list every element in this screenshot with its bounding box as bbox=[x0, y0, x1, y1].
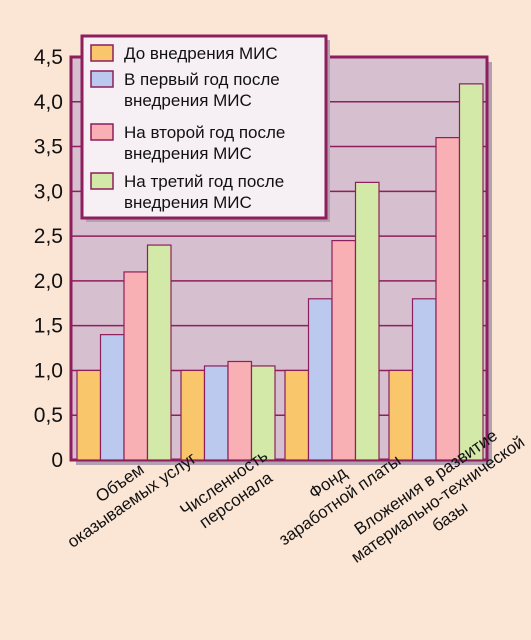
y-tick-label: 0,5 bbox=[34, 404, 63, 427]
bar-series-2 bbox=[99, 334, 125, 461]
bar-series-1 bbox=[284, 369, 310, 461]
y-tick-label: 4,5 bbox=[34, 46, 63, 69]
legend-label-line: внедрения МИС bbox=[124, 193, 252, 212]
bar-series-1 bbox=[180, 369, 206, 461]
y-tick-label: 3,0 bbox=[34, 180, 63, 203]
legend-label: На второй год после внедрения МИС bbox=[124, 123, 285, 163]
legend-swatch bbox=[90, 44, 114, 62]
legend-swatch bbox=[90, 123, 114, 141]
y-tick-label: 2,5 bbox=[34, 225, 63, 248]
legend-swatch bbox=[90, 70, 114, 88]
legend-label-line: До внедрения МИС bbox=[124, 44, 278, 63]
legend-label-line: внедрения МИС bbox=[124, 91, 252, 110]
bar-series-3 bbox=[123, 271, 149, 461]
y-tick-label: 4,0 bbox=[34, 91, 63, 114]
legend-box bbox=[80, 34, 328, 220]
bar-series-4 bbox=[354, 181, 380, 461]
bar-series-2 bbox=[411, 298, 437, 461]
bar-series-4 bbox=[458, 83, 484, 461]
legend-label: На третий год после внедрения МИС bbox=[124, 172, 284, 212]
legend-label: В первый год после внедрения МИС bbox=[124, 70, 280, 110]
y-tick-label: 3,5 bbox=[34, 136, 63, 159]
bar-series-3 bbox=[227, 360, 253, 461]
bar-series-4 bbox=[146, 244, 172, 461]
bar-series-3 bbox=[331, 239, 357, 461]
legend-label-line: На второй год после bbox=[124, 123, 285, 142]
bar-series-4 bbox=[250, 365, 276, 461]
bar-series-3 bbox=[435, 137, 461, 461]
legend-swatch bbox=[90, 172, 114, 190]
y-tick-label: 0 bbox=[51, 449, 63, 472]
bar-series-2 bbox=[307, 298, 333, 461]
bars bbox=[76, 83, 484, 461]
legend-label-line: В первый год после bbox=[124, 70, 280, 89]
y-tick-label: 2,0 bbox=[34, 270, 63, 293]
bar-series-2 bbox=[203, 365, 229, 461]
legend: До внедрения МИС В первый год после внедре… bbox=[80, 34, 330, 222]
y-tick-label: 1,5 bbox=[34, 315, 63, 338]
bar-series-1 bbox=[76, 369, 102, 461]
legend-label-line: На третий год после bbox=[124, 172, 284, 191]
y-tick-label: 1,0 bbox=[34, 359, 63, 382]
legend-label: До внедрения МИС bbox=[124, 44, 278, 63]
legend-label-line: внедрения МИС bbox=[124, 144, 252, 163]
y-axis: 0 0,5 1,0 1,5 2,0 2,5 3,0 3,5 4,0 4,5 bbox=[34, 46, 63, 472]
bar-series-1 bbox=[388, 369, 414, 461]
